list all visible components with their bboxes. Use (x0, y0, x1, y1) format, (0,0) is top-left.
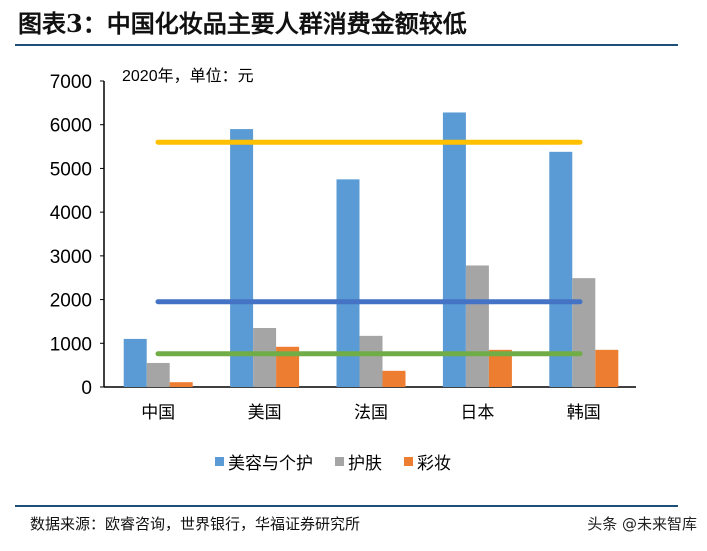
bar-1-2 (359, 335, 383, 387)
legend-swatch (215, 457, 224, 466)
x-tick-label: 韩国 (567, 403, 601, 422)
bar-2-1 (276, 346, 300, 387)
legend-label: 美容与个护 (228, 454, 313, 473)
bar-2-3 (488, 349, 512, 387)
legend-label: 彩妆 (417, 454, 451, 473)
x-tick-label: 日本 (460, 403, 494, 422)
y-tick-label: 4000 (50, 203, 92, 224)
x-tick-label: 中国 (141, 403, 175, 422)
bar-2-4 (595, 349, 619, 387)
legend-swatch (335, 457, 344, 466)
bar-2-2 (382, 370, 406, 387)
bottom-rule (15, 505, 678, 507)
figure-title: 图表3：中国化妆品主要人群消费金额较低 (18, 9, 467, 38)
y-tick-label: 0 (81, 378, 92, 399)
bar-0-3 (442, 112, 466, 387)
legend-swatch (404, 457, 413, 466)
legend-label: 护肤 (348, 454, 382, 473)
x-tick-label: 美国 (248, 403, 282, 422)
y-tick-label: 6000 (50, 116, 92, 137)
y-tick-label: 3000 (50, 247, 92, 268)
bar-0-0 (123, 338, 147, 387)
bar-0-2 (336, 179, 360, 387)
y-tick-label: 1000 (50, 334, 92, 355)
bar-1-3 (465, 265, 489, 387)
bar-2-0 (169, 382, 193, 387)
bar-1-0 (146, 362, 170, 387)
x-tick-label: 法国 (354, 403, 388, 422)
watermark: 头条 @未来智库 (587, 515, 697, 533)
bar-1-4 (572, 278, 596, 387)
y-tick-label: 5000 (50, 159, 92, 180)
source-note: 数据来源：欧睿咨询，世界银行，华福证券研究所 (30, 515, 361, 533)
bar-chart: 0 1000 2000 3000 4000 5000 6000 7000 2020年，单位：元中… (50, 67, 636, 473)
y-tick-label: 2000 (50, 291, 92, 312)
top-rule (15, 44, 678, 46)
chart-subtitle: 2020年，单位：元 (122, 67, 254, 85)
bar-1-1 (253, 327, 277, 387)
bar-0-1 (230, 129, 254, 388)
y-tick-label: 7000 (50, 72, 92, 93)
bar-0-4 (549, 151, 573, 387)
